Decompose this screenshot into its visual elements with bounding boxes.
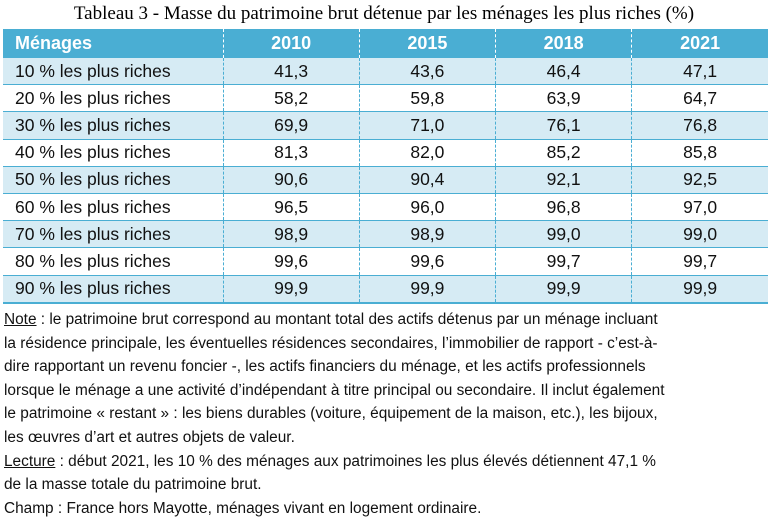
lecture-line: de la masse totale du patrimoine brut. bbox=[4, 476, 262, 494]
row-label-cell: 10 % les plus riches bbox=[3, 58, 224, 86]
table-row: 20 % les plus riches 58,2 59,8 63,9 64,7 bbox=[3, 84, 768, 113]
value-cell: 92,1 bbox=[495, 166, 633, 194]
value-cell: 99,6 bbox=[223, 247, 360, 276]
value-cell: 99,6 bbox=[359, 247, 497, 276]
value-cell: 99,9 bbox=[223, 275, 360, 304]
note-text: : le patrimoine brut correspond au monta… bbox=[36, 311, 658, 328]
champ-line: Champ : France hors Mayotte, ménages viv… bbox=[4, 499, 482, 517]
value-cell: 92,5 bbox=[631, 166, 768, 194]
note-line: lorsque le ménage a une activité d’indép… bbox=[4, 381, 665, 399]
value-cell: 64,7 bbox=[631, 84, 768, 113]
note-line: les œuvres d’art et autres objets de val… bbox=[4, 428, 295, 446]
value-cell: 90,6 bbox=[223, 166, 360, 194]
value-cell: 69,9 bbox=[223, 111, 360, 140]
value-cell: 96,5 bbox=[223, 193, 360, 222]
value-cell: 99,9 bbox=[495, 275, 633, 304]
value-cell: 98,9 bbox=[359, 220, 497, 249]
table-row: 90 % les plus riches 99,9 99,9 99,9 99,9 bbox=[3, 275, 768, 304]
note-line: dire rapportant un revenu foncier -, les… bbox=[4, 358, 646, 376]
note-line: le patrimoine « restant » : les biens du… bbox=[4, 405, 658, 423]
note-line: la résidence principale, les éventuelles… bbox=[4, 334, 658, 352]
lecture-text: : début 2021, les 10 % des ménages aux p… bbox=[55, 452, 656, 470]
table-row: 80 % les plus riches 99,6 99,6 99,7 99,7 bbox=[3, 247, 768, 276]
header-row: Ménages 2010 2015 2018 2021 bbox=[3, 29, 768, 58]
value-cell: 99,0 bbox=[495, 220, 633, 249]
row-label-cell: 50 % les plus riches bbox=[3, 166, 224, 194]
note-label: Note bbox=[4, 311, 37, 328]
value-cell: 85,8 bbox=[631, 139, 768, 167]
value-cell: 59,8 bbox=[359, 84, 497, 113]
value-cell: 99,0 bbox=[631, 220, 768, 249]
value-cell: 99,7 bbox=[495, 247, 633, 276]
value-cell: 82,0 bbox=[359, 139, 497, 167]
value-cell: 85,2 bbox=[495, 139, 633, 167]
column-header-menages: Ménages bbox=[3, 29, 224, 58]
value-cell: 90,4 bbox=[359, 166, 497, 194]
value-cell: 97,0 bbox=[631, 193, 768, 222]
value-cell: 71,0 bbox=[359, 111, 497, 140]
table-body: 10 % les plus riches 41,3 43,6 46,4 47,1 20 %… bbox=[3, 58, 768, 304]
value-cell: 99,9 bbox=[631, 275, 768, 304]
value-cell: 46,4 bbox=[495, 58, 633, 86]
value-cell: 63,9 bbox=[495, 84, 633, 113]
row-label-cell: 40 % les plus riches bbox=[3, 139, 224, 167]
table-title: Tableau 3 - Masse du patrimoine brut dét… bbox=[73, 3, 695, 24]
table-row: 50 % les plus riches 90,6 90,4 92,1 92,5 bbox=[3, 166, 768, 194]
value-cell: 76,8 bbox=[631, 111, 768, 140]
lecture-label: Lecture bbox=[4, 452, 56, 470]
table-row: 70 % les plus riches 98,9 98,9 99,0 99,0 bbox=[3, 220, 768, 249]
table-row: 10 % les plus riches 41,3 43,6 46,4 47,1 bbox=[3, 58, 768, 86]
value-cell: 99,7 bbox=[631, 247, 768, 276]
value-cell: 96,8 bbox=[495, 193, 633, 222]
column-header-2018: 2018 bbox=[495, 29, 633, 58]
row-label-cell: 80 % les plus riches bbox=[3, 247, 224, 276]
value-cell: 58,2 bbox=[223, 84, 360, 113]
table-row: 30 % les plus riches 69,9 71,0 76,1 76,8 bbox=[3, 111, 768, 140]
lecture-line: Lecture : début 2021, les 10 % des ménag… bbox=[4, 450, 768, 474]
notes-section: Note : le patrimoine brut correspond au … bbox=[4, 308, 768, 520]
value-cell: 81,3 bbox=[223, 139, 360, 167]
value-cell: 99,9 bbox=[359, 275, 497, 304]
column-header-2021: 2021 bbox=[631, 29, 768, 58]
column-header-2010: 2010 bbox=[223, 29, 360, 58]
row-label-cell: 90 % les plus riches bbox=[3, 275, 224, 304]
note-line: Note : le patrimoine brut correspond au … bbox=[4, 308, 768, 332]
row-label-cell: 30 % les plus riches bbox=[3, 111, 224, 140]
value-cell: 76,1 bbox=[495, 111, 633, 140]
table-row: 40 % les plus riches 81,3 82,0 85,2 85,8 bbox=[3, 139, 768, 167]
value-cell: 41,3 bbox=[223, 58, 360, 86]
row-label-cell: 70 % les plus riches bbox=[3, 220, 224, 249]
value-cell: 98,9 bbox=[223, 220, 360, 249]
value-cell: 96,0 bbox=[359, 193, 497, 222]
row-label-cell: 20 % les plus riches bbox=[3, 84, 224, 113]
column-header-2015: 2015 bbox=[359, 29, 497, 58]
value-cell: 43,6 bbox=[359, 58, 497, 86]
data-table: Ménages 2010 2015 2018 2021 10 % les plu… bbox=[3, 29, 768, 304]
table-row: 60 % les plus riches 96,5 96,0 96,8 97,0 bbox=[3, 193, 768, 222]
value-cell: 47,1 bbox=[631, 58, 768, 86]
row-label-cell: 60 % les plus riches bbox=[3, 193, 224, 222]
